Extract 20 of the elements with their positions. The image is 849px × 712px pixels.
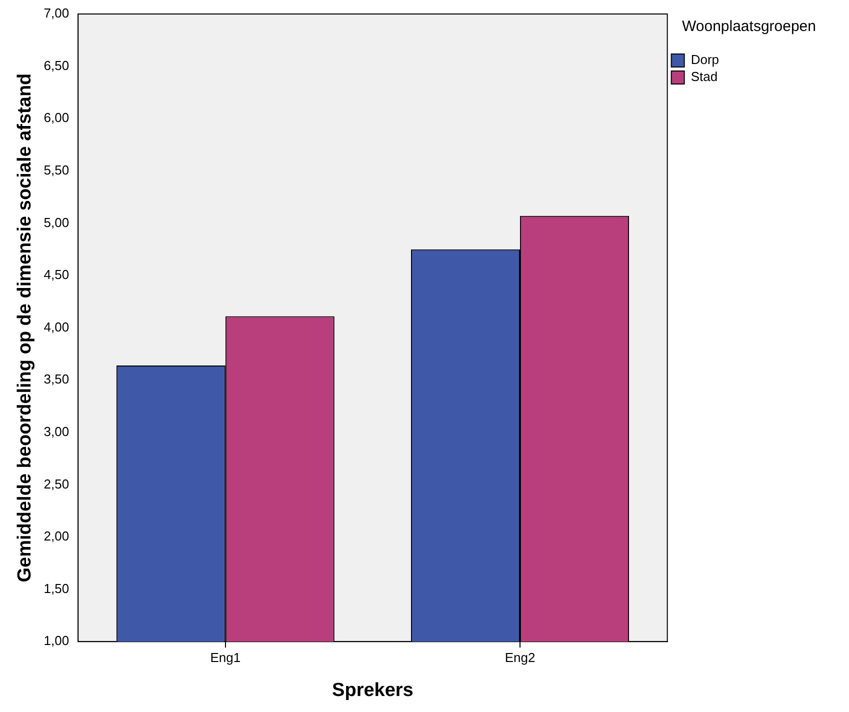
- legend-label: Dorp: [690, 52, 720, 68]
- y-tick-label: 5,50: [44, 162, 70, 178]
- y-tick-label: 1,00: [44, 633, 70, 648]
- y-tick-label: 3,00: [44, 424, 70, 439]
- x-tick-label: Eng2: [504, 650, 536, 665]
- y-tick-label: 4,50: [44, 267, 70, 282]
- y-tick-label: 6,00: [44, 110, 70, 126]
- y-axis-title: Gemiddelde beoordeling op de dimensie sociale afstand: [14, 73, 36, 582]
- legend-title: Woonplaatsgroepen: [682, 18, 816, 35]
- legend-label: Stad: [690, 69, 718, 84]
- y-tick-label: 4,00: [44, 319, 70, 334]
- y-tick-label: 2,00: [44, 528, 70, 544]
- x-axis-title: Sprekers: [332, 680, 414, 701]
- y-tick-label: 1,50: [44, 580, 70, 596]
- y-tick-label: 7,00: [44, 6, 70, 21]
- y-tick-label: 3,50: [44, 372, 70, 387]
- y-tick-label: 5,00: [44, 214, 70, 230]
- y-tick-label: 2,50: [44, 476, 70, 492]
- y-tick-label: 6,50: [44, 58, 70, 73]
- x-tick-label: Eng1: [210, 650, 241, 665]
